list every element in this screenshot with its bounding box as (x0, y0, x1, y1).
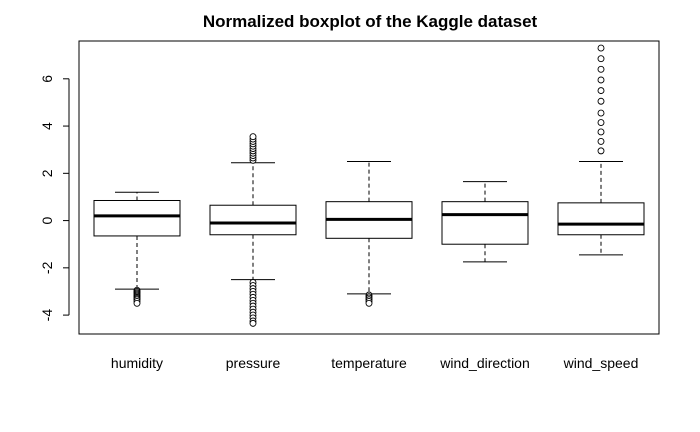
y-tick-label: 0 (39, 216, 55, 224)
outlier-point (597, 109, 605, 117)
x-axis-labels: humidity pressure temperature wind_directio… (111, 355, 638, 371)
x-category-label: temperature (331, 355, 407, 371)
x-category-label: humidity (111, 355, 163, 371)
outlier-point (597, 65, 605, 73)
x-category-label: wind_direction (439, 355, 530, 371)
y-axis: -4 -2 0 2 4 6 (39, 75, 70, 322)
plot-frame (78, 40, 660, 335)
outlier-point (597, 119, 605, 126)
y-tick-label: 4 (39, 122, 55, 130)
iqr-box (93, 199, 181, 237)
iqr-box (209, 204, 297, 236)
outlier-point (597, 44, 605, 52)
outlier-point (249, 319, 257, 327)
iqr-box (557, 202, 645, 236)
y-tick-label: 6 (39, 75, 55, 83)
iqr-box (441, 201, 529, 245)
x-category-label: pressure (226, 355, 281, 371)
x-category-label: wind_speed (563, 355, 639, 371)
outlier-point (597, 128, 605, 136)
box-wind-direction (441, 181, 529, 263)
outlier-point (597, 97, 605, 105)
outlier-point (597, 87, 605, 95)
y-tick-label: 2 (39, 169, 55, 177)
box-wind-speed (557, 44, 645, 256)
box-humidity (93, 191, 181, 307)
boxes-group (93, 44, 645, 327)
chart-title: Normalized boxplot of the Kaggle dataset (203, 12, 538, 31)
outlier-point (365, 299, 373, 307)
box-temperature (325, 161, 413, 307)
outlier-point (597, 137, 605, 145)
outlier-point (597, 76, 605, 84)
outlier-point (249, 133, 257, 141)
y-tick-label: -2 (39, 261, 55, 274)
outlier-point (597, 55, 605, 63)
outlier-point (597, 147, 605, 155)
outlier-point (133, 299, 141, 307)
y-tick-label: -4 (39, 309, 55, 322)
box-pressure (209, 133, 297, 327)
